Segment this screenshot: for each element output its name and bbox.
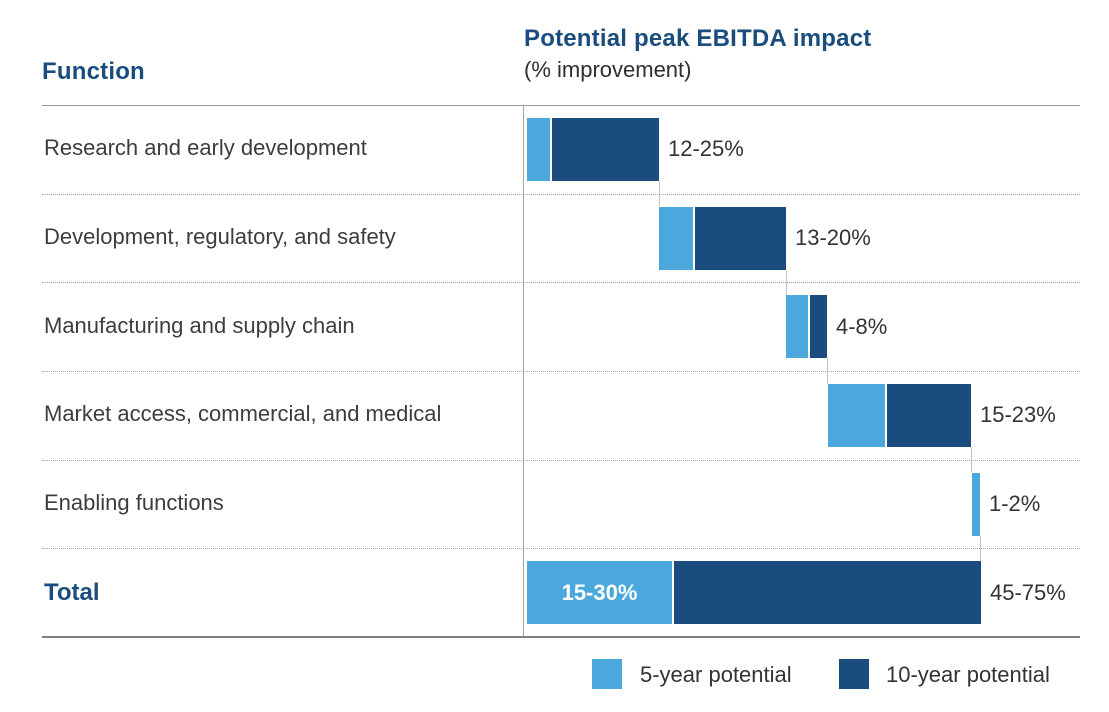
bar-segment-10yr <box>887 383 971 447</box>
legend-label-10-year: 10-year potential <box>886 662 1050 687</box>
row-value-label: 1-2% <box>989 491 1041 516</box>
row-separator-line <box>42 371 1080 372</box>
total-row-label: Total <box>44 578 100 606</box>
bar-segment-5yr <box>527 117 550 181</box>
row-separator-line <box>42 282 1080 284</box>
row-separator-line <box>42 548 1080 550</box>
row-value-label: 12-25% <box>668 136 744 162</box>
row-value-label: 13-20% <box>795 225 871 250</box>
legend-swatch-5-year-icon <box>592 659 622 689</box>
function-column-header: Function <box>42 58 145 85</box>
row-value-label: 15-23% <box>980 402 1056 428</box>
legend-label-5-year: 5-year potential <box>640 662 792 687</box>
bar-segment-5yr <box>972 472 980 536</box>
row-separator-line <box>42 459 1080 461</box>
chart-subtitle: (% improvement) <box>524 57 692 82</box>
row-label: Research and early development <box>44 135 367 161</box>
bar-segment-10yr <box>552 117 659 181</box>
total-row-value-label: 45-75% <box>990 579 1066 605</box>
row-separator-line <box>42 193 1080 195</box>
bar-segment-10yr <box>695 206 786 270</box>
chart-title: Potential peak EBITDA impact <box>524 25 872 52</box>
total-5yr-inner-label: 15-30% <box>561 579 638 605</box>
waterfall-connector-line <box>827 358 828 384</box>
row-label: Development, regulatory, and safety <box>44 224 396 249</box>
total-bar-segment-10yr <box>674 561 981 625</box>
row-value-label: 4-8% <box>836 313 888 339</box>
bar-segment-5yr <box>828 383 885 447</box>
row-label: Enabling functions <box>44 490 224 515</box>
legend-swatch-10-year-icon <box>839 659 869 689</box>
bar-segment-10yr <box>810 295 827 359</box>
bar-segment-5yr <box>786 295 808 359</box>
table-top-border <box>42 105 1080 106</box>
row-label: Market access, commercial, and medical <box>44 401 442 427</box>
bar-segment-5yr <box>659 206 693 270</box>
total-bar-segment-5yr <box>527 561 672 625</box>
table-bottom-border <box>42 636 1080 638</box>
row-label: Manufacturing and supply chain <box>44 312 355 338</box>
